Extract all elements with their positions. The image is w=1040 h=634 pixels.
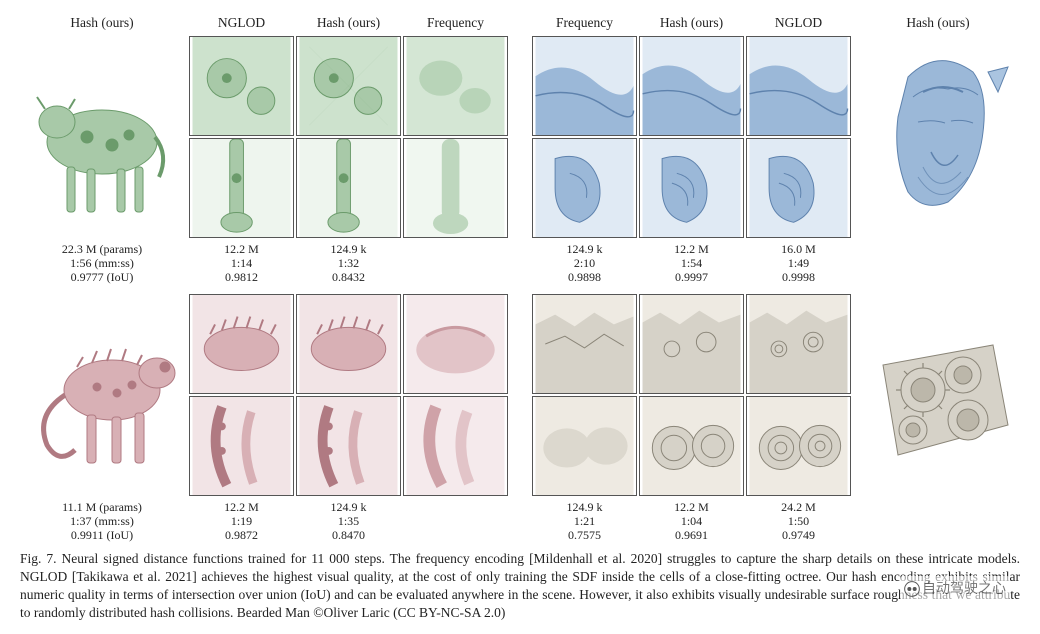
metrics-r1-c1: 12.2 M 1:14 0.9812 xyxy=(189,240,294,282)
metrics-r1-right xyxy=(853,240,1023,282)
crop-r2-c6-top xyxy=(746,294,851,394)
spacer-r1b xyxy=(510,138,530,238)
spacer-r2m xyxy=(510,498,530,540)
spacer-r2a xyxy=(510,294,530,394)
params: 124.9 k xyxy=(532,500,637,514)
iou: 0.9812 xyxy=(189,270,294,284)
metrics-r2-c6: 24.2 M 1:50 0.9749 xyxy=(746,498,851,540)
metrics-r2-c3 xyxy=(403,498,508,540)
params: 24.2 M xyxy=(746,500,851,514)
crop-r2-c4-top xyxy=(532,294,637,394)
spacer-r2b xyxy=(510,396,530,496)
iou: 0.9872 xyxy=(189,528,294,542)
col-head-right-big: Hash (ours) xyxy=(853,12,1023,34)
iou: 0.9998 xyxy=(746,270,851,284)
crop-r1-c1-top xyxy=(189,36,294,136)
params: 12.2 M xyxy=(639,242,744,256)
metrics-r1-c5: 12.2 M 1:54 0.9997 xyxy=(639,240,744,282)
iou: 0.9777 (IoU) xyxy=(17,270,187,284)
iou: 0.9911 (IoU) xyxy=(17,528,187,542)
crop-r1-c4-bot xyxy=(532,138,637,238)
metrics-r1-c6: 16.0 M 1:49 0.9998 xyxy=(746,240,851,282)
metrics-r1-c4: 124.9 k 2:10 0.9898 xyxy=(532,240,637,282)
time: 1:32 xyxy=(296,256,401,270)
crop-r2-c2-top xyxy=(296,294,401,394)
crop-r1-c2-top xyxy=(296,36,401,136)
time: 1:04 xyxy=(639,514,744,528)
col-head-c3: Frequency xyxy=(403,12,508,34)
iou: 0.7575 xyxy=(532,528,637,542)
col-head-c6: NGLOD xyxy=(746,12,851,34)
col-head-c2: Hash (ours) xyxy=(296,12,401,34)
params: 12.2 M xyxy=(189,500,294,514)
render-engine xyxy=(853,294,1023,496)
metrics-r1-left: 22.3 M (params) 1:56 (mm:ss) 0.9777 (IoU… xyxy=(17,240,187,282)
crop-r2-c5-bot xyxy=(639,396,744,496)
crop-r1-c3-top xyxy=(403,36,508,136)
crop-r1-c4-top xyxy=(532,36,637,136)
time: 1:14 xyxy=(189,256,294,270)
time: 1:50 xyxy=(746,514,851,528)
spacer-r1a xyxy=(510,36,530,136)
figure-grid: Hash (ours) NGLOD Hash (ours) Frequency … xyxy=(20,12,1020,540)
crop-r1-c1-bot xyxy=(189,138,294,238)
crop-r1-c6-top xyxy=(746,36,851,136)
crop-r2-c6-bot xyxy=(746,396,851,496)
metrics-r2-c1: 12.2 M 1:19 0.9872 xyxy=(189,498,294,540)
crop-r2-c5-top xyxy=(639,294,744,394)
metrics-r2-c4: 124.9 k 1:21 0.7575 xyxy=(532,498,637,540)
iou: 0.9749 xyxy=(746,528,851,542)
time: 1:21 xyxy=(532,514,637,528)
time: 2:10 xyxy=(532,256,637,270)
params: 12.2 M xyxy=(189,242,294,256)
col-head-c1: NGLOD xyxy=(189,12,294,34)
time: 1:49 xyxy=(746,256,851,270)
col-head-left-big: Hash (ours) xyxy=(17,12,187,34)
crop-r2-c4-bot xyxy=(532,396,637,496)
render-cow xyxy=(17,36,187,238)
params: 16.0 M xyxy=(746,242,851,256)
time: 1:35 xyxy=(296,514,401,528)
params: 124.9 k xyxy=(296,500,401,514)
col-head-c4: Frequency xyxy=(532,12,637,34)
params: 12.2 M xyxy=(639,500,744,514)
params: 124.9 k xyxy=(532,242,637,256)
time: 1:56 (mm:ss) xyxy=(17,256,187,270)
crop-r1-c5-top xyxy=(639,36,744,136)
figure-caption: Fig. 7. Neural signed distance functions… xyxy=(20,550,1020,622)
col-head-c5: Hash (ours) xyxy=(639,12,744,34)
row-spacer xyxy=(17,284,1023,292)
iou: 0.9898 xyxy=(532,270,637,284)
params: 11.1 M (params) xyxy=(17,500,187,514)
crop-r2-c3-top xyxy=(403,294,508,394)
render-bust xyxy=(853,36,1023,238)
iou: 0.9691 xyxy=(639,528,744,542)
time: 1:54 xyxy=(639,256,744,270)
render-chameleon xyxy=(17,294,187,496)
spacer-r1m xyxy=(510,240,530,282)
crop-r1-c3-bot xyxy=(403,138,508,238)
params: 124.9 k xyxy=(296,242,401,256)
metrics-r2-right xyxy=(853,498,1023,540)
iou: 0.9997 xyxy=(639,270,744,284)
time: 1:19 xyxy=(189,514,294,528)
crop-r1-c2-bot xyxy=(296,138,401,238)
params: 22.3 M (params) xyxy=(17,242,187,256)
metrics-r1-c3 xyxy=(403,240,508,282)
metrics-r2-left: 11.1 M (params) 1:37 (mm:ss) 0.9911 (IoU… xyxy=(17,498,187,540)
crop-r2-c1-top xyxy=(189,294,294,394)
metrics-r2-c2: 124.9 k 1:35 0.8470 xyxy=(296,498,401,540)
crop-r2-c2-bot xyxy=(296,396,401,496)
iou: 0.8470 xyxy=(296,528,401,542)
spacer-header xyxy=(510,12,530,34)
metrics-r2-c5: 12.2 M 1:04 0.9691 xyxy=(639,498,744,540)
time: 1:37 (mm:ss) xyxy=(17,514,187,528)
metrics-r1-c2: 124.9 k 1:32 0.8432 xyxy=(296,240,401,282)
crop-r2-c3-bot xyxy=(403,396,508,496)
crop-r1-c6-bot xyxy=(746,138,851,238)
iou: 0.8432 xyxy=(296,270,401,284)
crop-r2-c1-bot xyxy=(189,396,294,496)
crop-r1-c5-bot xyxy=(639,138,744,238)
